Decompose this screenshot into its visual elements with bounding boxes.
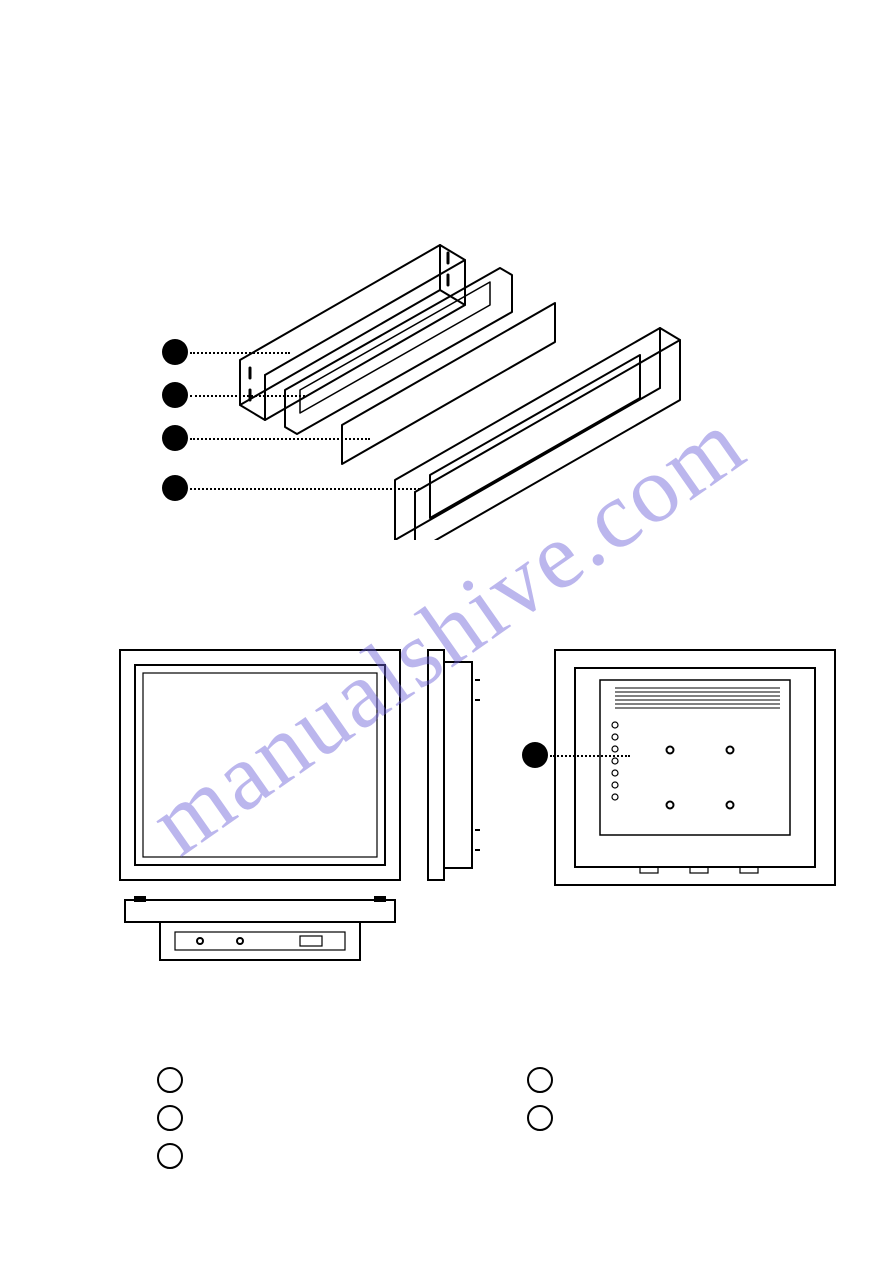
side-view bbox=[428, 650, 480, 880]
orthographic-views bbox=[0, 640, 893, 1010]
legend-dot-right-2 bbox=[527, 1105, 553, 1131]
callout-dot-a bbox=[162, 339, 188, 365]
legend-dot-left-1 bbox=[157, 1067, 183, 1093]
legend-dot-left-3 bbox=[157, 1143, 183, 1169]
callout-leader-a bbox=[190, 352, 290, 354]
legend-dot-left-2 bbox=[157, 1105, 183, 1131]
legend-dot-right-1 bbox=[527, 1067, 553, 1093]
callout-leader-b bbox=[190, 395, 305, 397]
document-page: manualshive.com bbox=[0, 0, 893, 1263]
front-view bbox=[120, 650, 400, 880]
rear-view bbox=[555, 650, 835, 885]
callout-dot-rear bbox=[522, 742, 548, 768]
callout-dot-d bbox=[162, 475, 188, 501]
exploded-layer-b bbox=[285, 268, 512, 434]
callout-leader-rear bbox=[550, 755, 630, 757]
exploded-view-diagram bbox=[0, 90, 893, 540]
exploded-layer-a bbox=[240, 245, 465, 420]
bottom-view bbox=[125, 897, 395, 960]
callout-dot-c bbox=[162, 425, 188, 451]
callout-leader-c bbox=[190, 438, 370, 440]
exploded-layer-d bbox=[395, 328, 680, 540]
callout-leader-d bbox=[190, 488, 420, 490]
callout-dot-b bbox=[162, 382, 188, 408]
